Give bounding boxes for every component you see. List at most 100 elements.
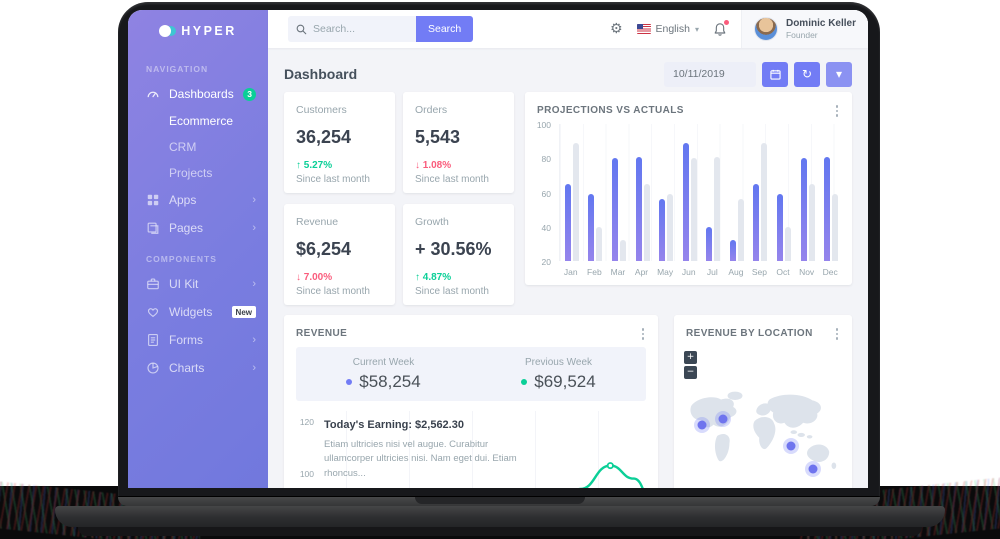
calendar-button[interactable] bbox=[762, 61, 788, 87]
bar-actual-dec bbox=[824, 156, 831, 261]
bar-actual-oct bbox=[777, 194, 784, 261]
revenue-overlay: Today's Earning: $2,562.30 Etiam ultrici… bbox=[324, 419, 524, 488]
y-tick-label: 100 bbox=[536, 120, 551, 130]
stat-label: Orders bbox=[415, 104, 448, 116]
sidebar-item-label: UI Kit bbox=[169, 277, 199, 291]
sidebar-subitem-crm[interactable]: CRM bbox=[169, 140, 197, 154]
filter-dropdown-button[interactable]: ▾ bbox=[826, 61, 852, 87]
search-input[interactable] bbox=[313, 23, 403, 35]
file-icon bbox=[146, 333, 160, 347]
sidebar-item-charts[interactable]: Charts › bbox=[128, 354, 268, 382]
revenue-card-title: REVENUE bbox=[296, 328, 348, 340]
stat-delta: ↑ 4.87% bbox=[415, 272, 452, 283]
notification-dot bbox=[723, 19, 729, 25]
bar-actual-sep bbox=[753, 183, 760, 261]
y-tick-label: 20 bbox=[541, 257, 551, 267]
bar-actual-apr bbox=[635, 156, 642, 261]
bar-projection-nov bbox=[808, 183, 815, 261]
y-tick-label: 120 bbox=[299, 417, 314, 428]
notifications-bell[interactable] bbox=[713, 19, 729, 37]
bar-actual-aug bbox=[729, 240, 736, 261]
arrow-up-icon: ↑ bbox=[296, 160, 301, 171]
sidebar-subitem-ecommerce[interactable]: Ecommerce bbox=[169, 114, 234, 128]
topbar: Search ⚙ English ▾ bbox=[268, 10, 868, 48]
map-marker-3 bbox=[786, 441, 796, 451]
sidebar-nav: NAVIGATION Dashboards 3 Ecommerce CRM Project… bbox=[128, 52, 268, 382]
us-flag-icon bbox=[636, 24, 651, 34]
bar-projection-aug bbox=[737, 199, 744, 261]
page-title: Dashboard bbox=[284, 66, 358, 82]
revenue-card: REVENUE Current Week $58,254 Previo bbox=[284, 315, 658, 488]
topbar-right: ⚙ English ▾ bbox=[610, 10, 868, 48]
app-logo[interactable]: HYPER bbox=[128, 10, 268, 52]
sidebar-item-ui-kit[interactable]: UI Kit › bbox=[128, 270, 268, 298]
kebab-menu-icon[interactable] bbox=[640, 326, 647, 342]
bar-projection-jul bbox=[714, 156, 721, 261]
x-tick-label: Apr bbox=[634, 267, 649, 277]
bar-actual-nov bbox=[800, 158, 807, 261]
stat-label: Growth bbox=[415, 216, 449, 228]
sidebar-item-label: Dashboards bbox=[169, 87, 234, 101]
sidebar-item-forms[interactable]: Forms › bbox=[128, 326, 268, 354]
sidebar-item-dashboards[interactable]: Dashboards 3 bbox=[128, 80, 268, 108]
world-map bbox=[680, 361, 846, 488]
sidebar-item-label: Pages bbox=[169, 221, 204, 235]
chevron-right-icon: › bbox=[252, 362, 256, 374]
nav-new-badge: New bbox=[231, 306, 256, 318]
map-card-header: REVENUE BY LOCATION bbox=[674, 315, 852, 342]
current-week: Current Week $58,254 bbox=[296, 347, 471, 401]
current-week-dot bbox=[346, 378, 353, 385]
date-input[interactable]: 10/11/2019 bbox=[664, 61, 756, 87]
sidebar-item-widgets[interactable]: Widgets New bbox=[128, 298, 268, 326]
map-marker-2 bbox=[718, 414, 728, 424]
search-button[interactable]: Search bbox=[416, 16, 474, 42]
map-marker-4 bbox=[808, 464, 818, 474]
sidebar-subitem-projects[interactable]: Projects bbox=[169, 166, 213, 180]
stat-note: Since last month bbox=[415, 286, 489, 297]
revenue-line-chart: 120 100 Today's Earning: $2,562.30 Etiam … bbox=[284, 411, 658, 488]
x-tick-label: Jun bbox=[681, 267, 696, 277]
profile-name: Dominic Keller bbox=[785, 17, 856, 29]
profile-menu[interactable]: Dominic Keller Founder bbox=[740, 10, 868, 48]
todays-earning: Today's Earning: $2,562.30 bbox=[324, 419, 464, 431]
stat-value: + 30.56% bbox=[415, 239, 492, 259]
heart-icon bbox=[146, 305, 160, 319]
bell-icon bbox=[714, 22, 726, 36]
title-controls: 10/11/2019 ↻ ▾ bbox=[664, 61, 852, 87]
language-selector[interactable]: English ▾ bbox=[636, 23, 699, 35]
x-tick-label: Oct bbox=[776, 267, 790, 277]
gear-icon[interactable]: ⚙ bbox=[609, 21, 623, 37]
laptop-screen: HYPER NAVIGATION Dashboards 3 Ecommerce CRM P… bbox=[128, 10, 868, 488]
current-week-value: $58,254 bbox=[359, 371, 421, 391]
gauge-icon bbox=[146, 87, 160, 101]
bar-projection-sep bbox=[761, 142, 768, 261]
stat-card-growth: Growth + 30.56% ↑ 4.87% Since last month bbox=[403, 204, 514, 305]
projections-card-header: PROJECTIONS VS ACTUALS bbox=[525, 92, 852, 119]
stat-note: Since last month bbox=[296, 286, 370, 297]
calendar-icon bbox=[769, 69, 781, 80]
map-card-title: REVENUE BY LOCATION bbox=[686, 328, 813, 340]
stat-note: Since last month bbox=[415, 174, 489, 185]
map-zoom-out-button[interactable]: − bbox=[684, 366, 697, 379]
map-marker-1 bbox=[697, 420, 707, 430]
search-box[interactable] bbox=[288, 16, 416, 42]
kebab-menu-icon[interactable] bbox=[834, 326, 841, 342]
chevron-right-icon: › bbox=[252, 334, 256, 346]
bar-actual-jun bbox=[682, 142, 689, 261]
stat-card-revenue: Revenue $6,254 ↓ 7.00% Since last month bbox=[284, 204, 395, 305]
refresh-icon: ↻ bbox=[801, 67, 813, 81]
previous-week-dot bbox=[521, 378, 528, 385]
pages-icon bbox=[146, 221, 160, 235]
page-content: Dashboard 10/11/2019 ↻ ▾ bbox=[268, 48, 868, 488]
chevron-right-icon: › bbox=[252, 194, 256, 206]
bar-actual-may bbox=[659, 199, 666, 261]
sidebar-item-pages[interactable]: Pages › bbox=[128, 214, 268, 242]
x-tick-label: Aug bbox=[728, 267, 744, 277]
refresh-button[interactable]: ↻ bbox=[794, 61, 820, 87]
current-week-label: Current Week bbox=[352, 356, 415, 368]
sidebar-item-apps[interactable]: Apps › bbox=[128, 186, 268, 214]
x-tick-label: Feb bbox=[587, 267, 602, 277]
kebab-menu-icon[interactable] bbox=[834, 103, 841, 119]
map-zoom-in-button[interactable]: + bbox=[684, 351, 697, 364]
